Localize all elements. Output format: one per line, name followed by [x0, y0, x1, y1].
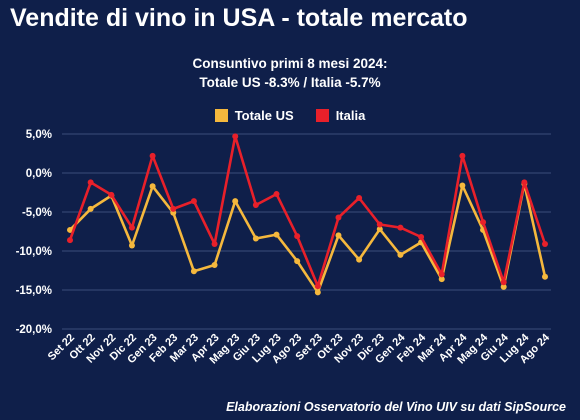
data-point-italia	[252, 201, 259, 208]
data-point-totale-us	[190, 268, 197, 275]
data-point-italia	[211, 240, 218, 247]
y-tick-label: -5,0%	[22, 207, 52, 219]
data-point-italia	[170, 205, 177, 212]
data-point-italia	[232, 133, 239, 140]
data-point-italia	[128, 224, 135, 231]
legend-item-totale-us: Totale US	[214, 108, 294, 123]
data-point-totale-us	[314, 289, 321, 296]
data-point-totale-us	[87, 205, 94, 212]
y-tick-label: -15,0%	[16, 285, 52, 297]
data-point-italia	[418, 233, 425, 240]
data-point-italia	[438, 271, 445, 278]
data-point-italia	[108, 191, 115, 198]
data-point-totale-us	[335, 232, 342, 239]
series-line-italia	[68, 135, 547, 288]
data-point-totale-us	[294, 258, 301, 265]
y-tick-label: -10,0%	[16, 246, 52, 258]
legend-swatch-totale-us	[214, 109, 228, 122]
data-point-totale-us	[149, 183, 156, 190]
data-point-italia	[459, 152, 466, 159]
y-tick-label: 5,0%	[26, 129, 52, 141]
data-point-italia	[87, 179, 94, 186]
data-point-italia	[397, 224, 404, 231]
data-point-totale-us	[542, 273, 548, 280]
data-point-italia	[356, 194, 363, 201]
data-point-italia	[542, 240, 548, 247]
data-point-totale-us	[397, 251, 404, 258]
data-point-totale-us	[459, 182, 466, 189]
y-tick-label: 0,0%	[26, 168, 52, 180]
data-point-totale-us	[500, 283, 507, 290]
data-point-italia	[149, 152, 156, 159]
data-point-totale-us	[252, 235, 259, 242]
data-point-totale-us	[211, 262, 218, 269]
data-point-italia	[480, 219, 487, 226]
data-point-italia	[376, 221, 383, 228]
data-point-italia	[500, 279, 507, 286]
data-point-italia	[314, 283, 321, 290]
data-point-totale-us	[376, 226, 383, 233]
chart-subtitle-line1: Consuntivo primi 8 mesi 2024:	[192, 56, 388, 71]
data-point-totale-us	[232, 198, 239, 205]
data-point-totale-us	[356, 256, 363, 263]
legend-item-italia: Italia	[315, 108, 366, 123]
source-note: Elaborazioni Osservatorio del Vino UIV s…	[226, 400, 566, 414]
chart-subtitle-line2: Totale US -8.3% / Italia -5.7%	[199, 75, 381, 90]
data-point-totale-us	[128, 242, 135, 249]
y-tick-label: -20,0%	[16, 324, 52, 336]
legend-swatch-italia	[315, 109, 329, 122]
data-point-totale-us	[273, 231, 280, 238]
data-point-italia	[294, 233, 301, 240]
chart-title: Vendite di vino in USA - totale mercato	[10, 4, 468, 32]
data-point-italia	[335, 214, 342, 221]
legend-label-totale-us: Totale US	[234, 108, 294, 123]
data-point-totale-us	[438, 276, 445, 283]
chart-legend: Totale US Italia	[0, 108, 580, 123]
data-point-totale-us	[67, 226, 73, 233]
data-point-italia	[273, 191, 280, 198]
data-point-italia	[67, 237, 73, 244]
data-point-italia	[190, 198, 197, 205]
legend-label-italia: Italia	[335, 108, 366, 123]
data-point-italia	[521, 179, 528, 186]
series-line-totale-us	[69, 182, 547, 294]
